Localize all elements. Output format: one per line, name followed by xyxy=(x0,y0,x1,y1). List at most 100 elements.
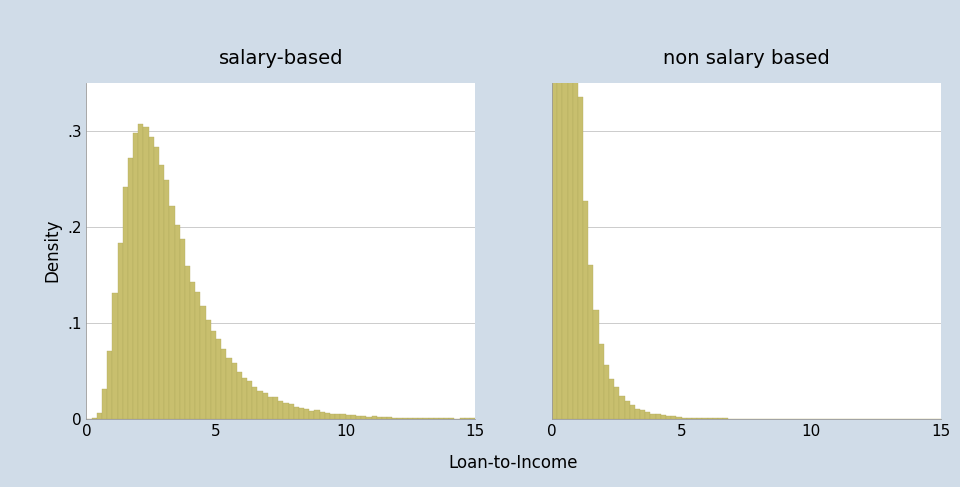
Bar xyxy=(583,201,588,419)
Bar xyxy=(211,331,216,419)
Bar xyxy=(718,418,723,419)
Bar xyxy=(324,413,330,419)
Bar xyxy=(439,418,444,419)
Bar xyxy=(609,378,614,419)
Text: salary-based: salary-based xyxy=(219,49,343,68)
Bar xyxy=(682,418,686,419)
Bar xyxy=(330,413,335,419)
Bar xyxy=(557,0,563,419)
Bar xyxy=(263,393,268,419)
Bar xyxy=(434,418,439,419)
Bar xyxy=(635,409,640,419)
Bar xyxy=(350,415,356,419)
Bar xyxy=(201,306,205,419)
Bar xyxy=(563,0,567,419)
Bar xyxy=(185,266,190,419)
Bar xyxy=(382,417,387,419)
Bar xyxy=(393,418,397,419)
Bar xyxy=(444,418,449,419)
Bar xyxy=(315,410,320,419)
Bar xyxy=(423,418,428,419)
Bar xyxy=(257,391,263,419)
Bar xyxy=(697,418,703,419)
Bar xyxy=(367,417,372,419)
Bar xyxy=(205,320,211,419)
Bar xyxy=(604,365,609,419)
Bar xyxy=(133,133,138,419)
Bar xyxy=(123,187,128,419)
Bar xyxy=(138,124,143,419)
Bar xyxy=(614,387,619,419)
Bar xyxy=(164,180,169,419)
Bar xyxy=(599,344,604,419)
Bar xyxy=(625,401,630,419)
Bar xyxy=(320,412,324,419)
Bar xyxy=(397,417,402,419)
Bar xyxy=(619,395,625,419)
Bar xyxy=(640,411,645,419)
Bar xyxy=(216,339,221,419)
Bar xyxy=(247,381,252,419)
Bar xyxy=(645,412,651,419)
Bar xyxy=(666,416,671,419)
Bar xyxy=(552,39,557,419)
Bar xyxy=(356,416,361,419)
Bar xyxy=(703,418,708,419)
Bar xyxy=(593,310,599,419)
Bar xyxy=(169,206,175,419)
Bar xyxy=(567,0,573,419)
Bar xyxy=(387,417,393,419)
Bar xyxy=(408,418,413,419)
Bar xyxy=(268,397,273,419)
Text: non salary based: non salary based xyxy=(663,49,829,68)
Bar xyxy=(237,372,242,419)
Bar xyxy=(242,378,247,419)
Bar xyxy=(97,413,102,419)
Bar xyxy=(335,414,341,419)
Bar xyxy=(588,265,593,419)
Bar xyxy=(159,165,164,419)
Bar xyxy=(671,416,677,419)
Bar xyxy=(402,418,408,419)
Bar xyxy=(128,158,133,419)
Text: Loan-to-Income: Loan-to-Income xyxy=(449,454,578,472)
Bar xyxy=(283,403,289,419)
Bar xyxy=(578,97,583,419)
Bar xyxy=(180,239,185,419)
Bar xyxy=(692,418,697,419)
Bar xyxy=(630,405,635,419)
Bar xyxy=(273,397,278,419)
Bar xyxy=(677,417,682,419)
Bar xyxy=(175,225,180,419)
Bar xyxy=(190,281,195,419)
Bar xyxy=(309,411,315,419)
Bar xyxy=(278,401,283,419)
Bar xyxy=(102,389,108,419)
Bar xyxy=(419,418,423,419)
Y-axis label: Density: Density xyxy=(43,219,61,282)
Bar xyxy=(361,416,367,419)
Bar xyxy=(573,0,578,419)
Bar xyxy=(341,414,346,419)
Bar xyxy=(660,415,666,419)
Bar xyxy=(294,407,299,419)
Bar xyxy=(143,127,149,419)
Bar xyxy=(372,416,376,419)
Bar xyxy=(231,363,237,419)
Bar xyxy=(686,418,692,419)
Bar xyxy=(651,413,656,419)
Bar xyxy=(149,137,154,419)
Bar xyxy=(252,387,257,419)
Bar xyxy=(221,349,227,419)
Bar xyxy=(154,147,159,419)
Bar xyxy=(112,293,117,419)
Bar xyxy=(227,358,231,419)
Bar xyxy=(289,404,294,419)
Bar xyxy=(195,292,201,419)
Bar xyxy=(304,409,309,419)
Bar xyxy=(428,418,434,419)
Bar xyxy=(117,243,123,419)
Bar xyxy=(346,415,350,419)
Bar xyxy=(413,418,419,419)
Bar xyxy=(108,351,112,419)
